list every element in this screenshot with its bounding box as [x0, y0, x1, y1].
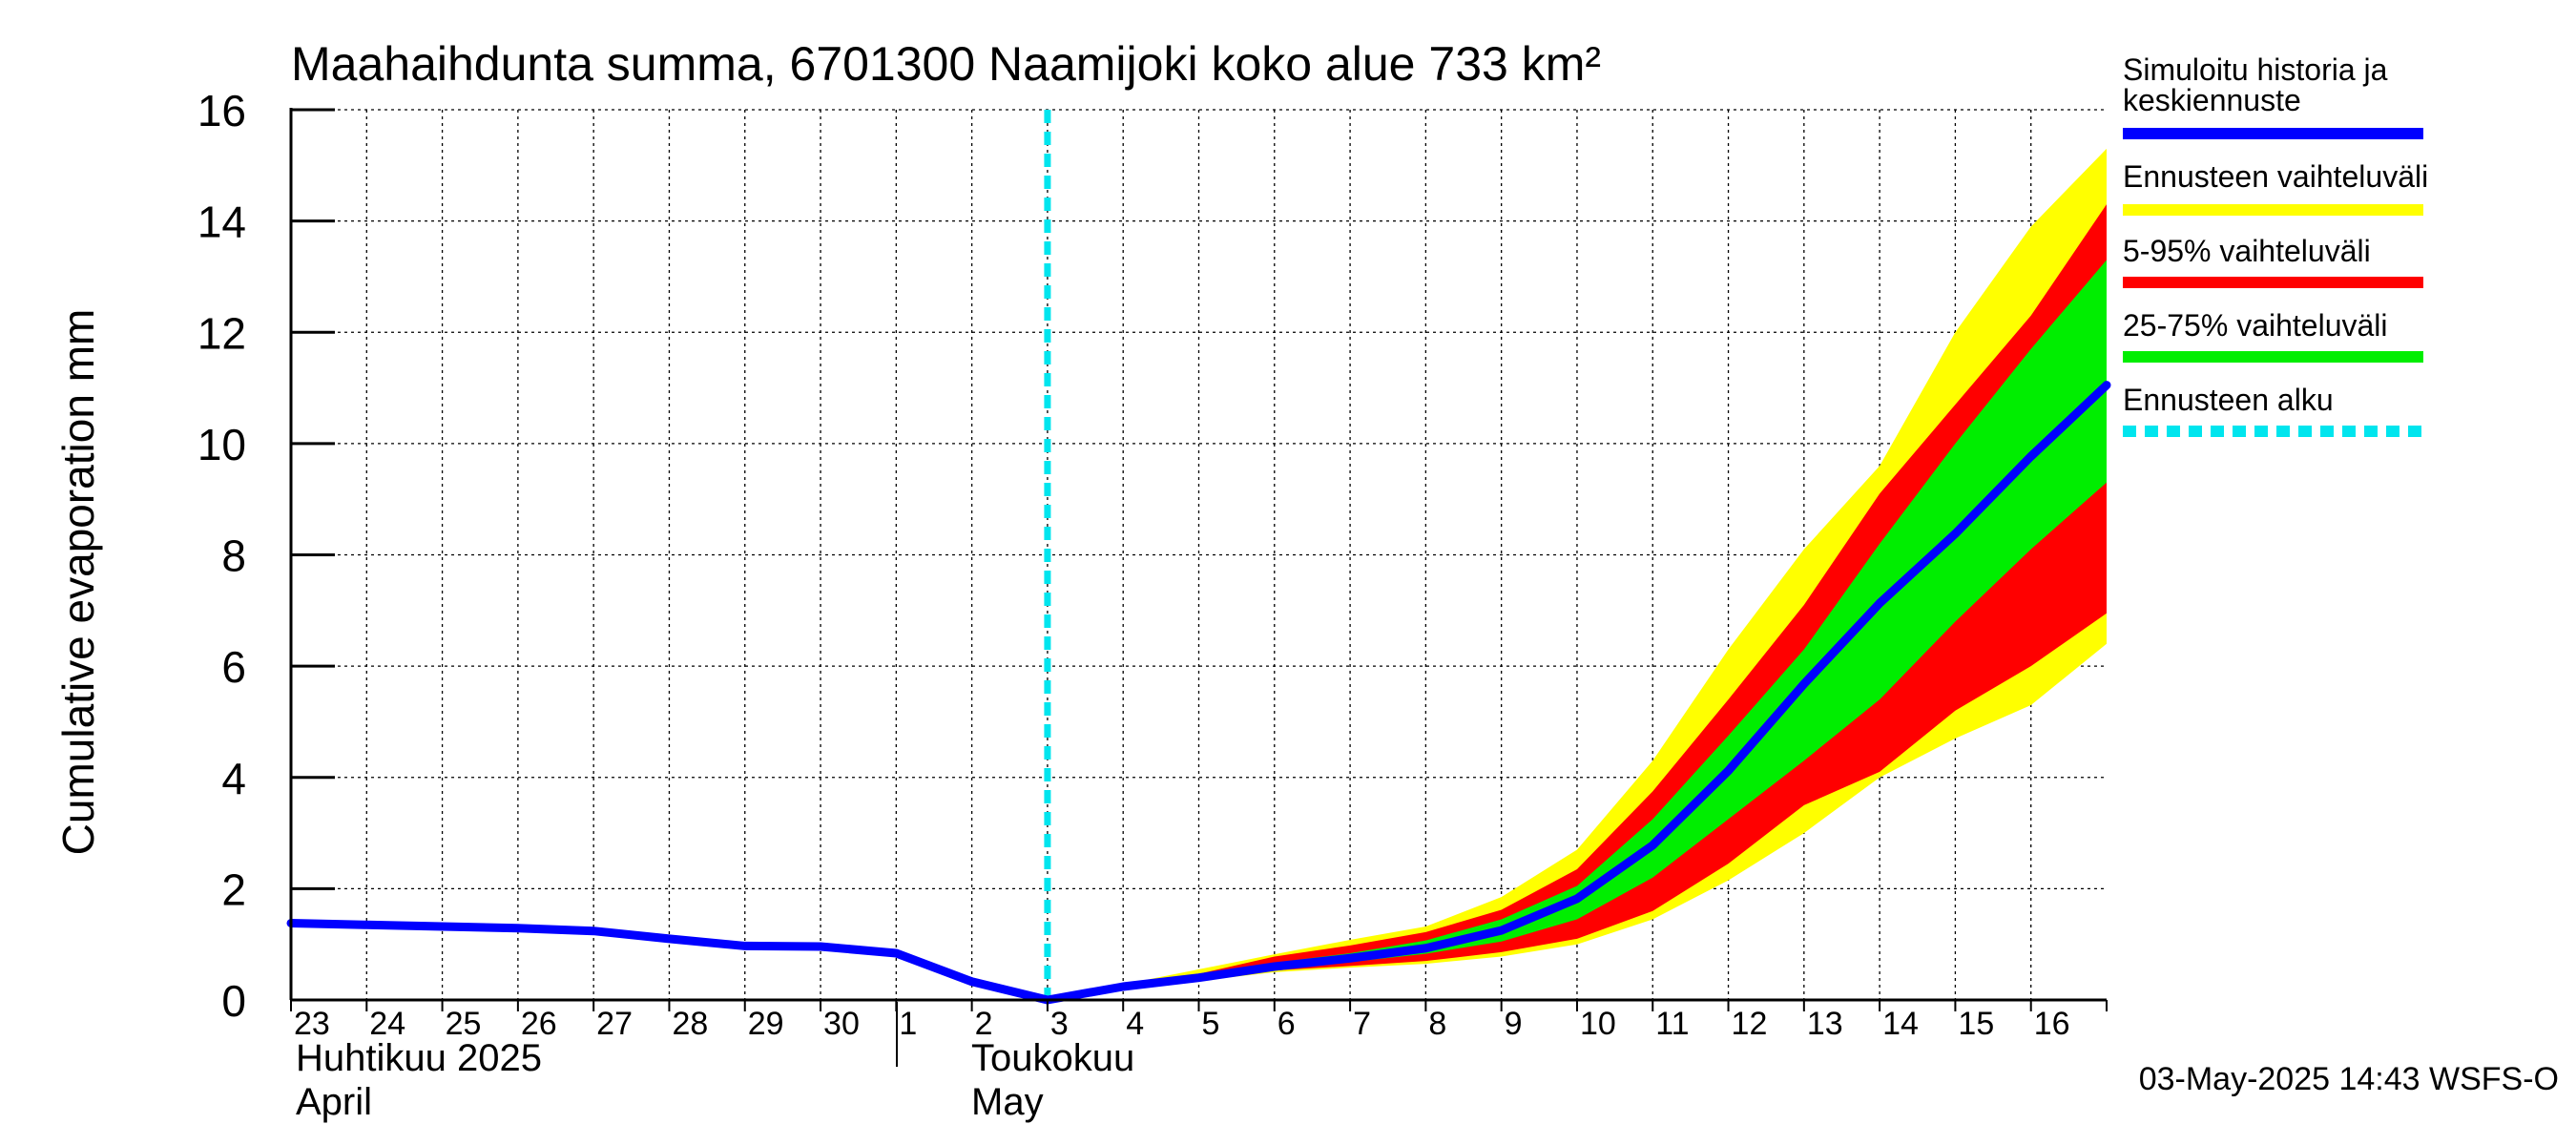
month-label-may-en: May — [971, 1081, 1044, 1123]
y-tick-label: 2 — [221, 864, 246, 914]
x-tick-label: 1 — [899, 1006, 917, 1042]
x-tick-label: 8 — [1428, 1006, 1446, 1042]
band-area — [1047, 260, 2107, 1001]
x-tick-label: 25 — [446, 1006, 482, 1042]
y-tick-label: 10 — [197, 420, 246, 469]
x-tick-label: 4 — [1126, 1006, 1144, 1042]
x-tick-label: 24 — [369, 1006, 405, 1042]
y-tick-label: 12 — [197, 308, 246, 358]
x-tick-label: 23 — [294, 1006, 330, 1042]
legend-label: 25-75% vaihteluväli — [2123, 308, 2388, 343]
chart-title: Maahaihdunta summa, 6701300 Naamijoki ko… — [291, 37, 1601, 91]
x-axis-ticks: 23 24 25 26 27 28 29 30 1 2 3 4 5 6 7 8 9 10 11 12 13 14 15 16 — [290, 1000, 2108, 1042]
y-tick-label: 0 — [221, 976, 246, 1026]
series-line-group — [286, 381, 2111, 1005]
legend-label: Ennusteen alku — [2123, 383, 2334, 417]
x-tick-label: 16 — [2034, 1006, 2070, 1042]
x-tick-label: 28 — [672, 1006, 708, 1042]
legend-label: Ennusteen vaihteluväli — [2123, 159, 2428, 194]
y-axis-label: Cumulative evaporation mm — [53, 309, 103, 856]
grid — [291, 109, 2107, 1001]
x-tick-label: 5 — [1202, 1006, 1220, 1042]
month-label-april-en: April — [296, 1081, 372, 1123]
x-tick-label: 3 — [1050, 1006, 1069, 1042]
legend-label: keskiennuste — [2123, 83, 2301, 117]
x-tick-label: 29 — [748, 1006, 784, 1042]
series-line — [286, 381, 2111, 1005]
y-tick-label: 8 — [221, 531, 246, 581]
y-tick-label: 16 — [197, 86, 246, 135]
y-tick-label: 4 — [221, 754, 246, 803]
x-tick-label: 11 — [1655, 1006, 1689, 1042]
y-axis-ticks: 0 2 4 6 8 10 12 14 16 — [197, 86, 335, 1026]
x-tick-label: 30 — [823, 1006, 860, 1042]
x-tick-label: 7 — [1353, 1006, 1371, 1042]
x-tick-label: 13 — [1807, 1006, 1843, 1042]
x-tick-label: 6 — [1278, 1006, 1296, 1042]
legend-label: 5-95% vaihteluväli — [2123, 234, 2371, 268]
x-tick-label: 14 — [1882, 1006, 1919, 1042]
x-tick-label: 15 — [1958, 1006, 1994, 1042]
timestamp: 03-May-2025 14:43 WSFS-O — [2139, 1061, 2559, 1097]
x-tick-label: 12 — [1732, 1006, 1768, 1042]
x-tick-label: 26 — [521, 1006, 557, 1042]
x-tick-label: 2 — [975, 1006, 993, 1042]
y-tick-label: 14 — [197, 198, 246, 247]
x-tick-label: 10 — [1580, 1006, 1616, 1042]
y-tick-label: 6 — [221, 642, 246, 692]
x-tick-label: 27 — [596, 1006, 633, 1042]
legend-label: Simuloitu historia ja — [2123, 52, 2388, 87]
month-label-may-fi: Toukokuu — [971, 1037, 1134, 1079]
month-label-april-fi: Huhtikuu 2025 — [296, 1037, 542, 1079]
bands — [1047, 148, 2107, 1001]
x-tick-label: 9 — [1505, 1006, 1523, 1042]
